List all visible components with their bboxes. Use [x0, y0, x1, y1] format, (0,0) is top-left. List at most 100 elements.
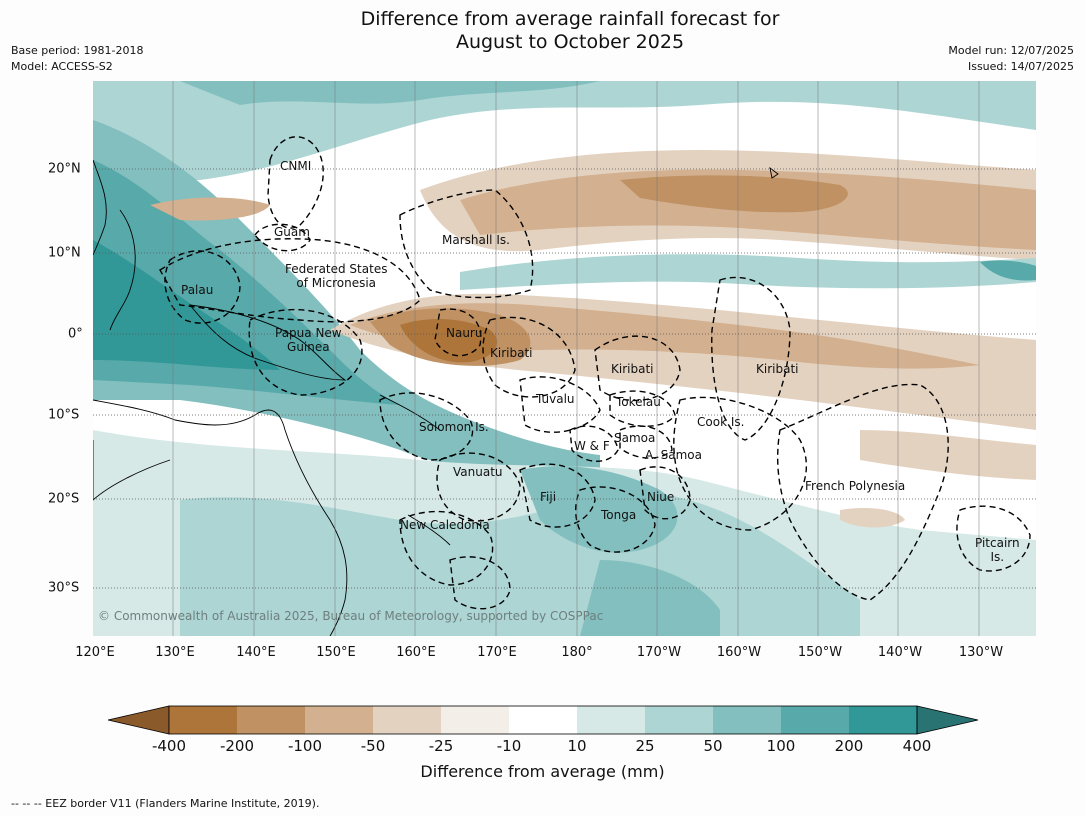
model-name: Model: ACCESS-S2	[11, 60, 113, 73]
colorbar-tick: -25	[428, 737, 454, 755]
colorbar-tick: 25	[635, 737, 655, 755]
region-label-french-polynesia: French Polynesia	[805, 479, 906, 493]
wet-south-core	[580, 560, 720, 636]
region-label-nauru: Nauru	[446, 326, 483, 340]
dry-south-east	[860, 430, 1036, 480]
lon-label: 160°W	[716, 645, 762, 660]
hawaii-coast	[769, 166, 779, 179]
colorbar-segment	[577, 706, 645, 734]
region-label-palau: Palau	[181, 283, 214, 297]
lon-label: 160°E	[396, 645, 436, 660]
colorbar	[107, 705, 979, 735]
region-label-tokelau: Tokelau	[616, 395, 661, 409]
region-label-guam: Guam	[274, 225, 310, 239]
eez-pitcairn	[956, 505, 1031, 572]
eez-kiribati-line	[711, 276, 791, 441]
region-label-marshall-islands: Marshall Is.	[442, 233, 510, 247]
copyright-notice: © Commonwealth of Australia 2025, Bureau…	[98, 609, 604, 623]
region-label-american-samoa: A. Samoa	[645, 448, 702, 462]
lat-label: 30°S	[48, 580, 80, 596]
lon-gridlines	[172, 81, 980, 636]
region-label-solomon-islands: Solomon Is.	[419, 420, 489, 434]
eez-palau	[164, 250, 241, 324]
new-guinea-coast	[188, 304, 347, 381]
eez-kiribati-gilbert	[482, 316, 576, 398]
colorbar-extend-high	[916, 705, 979, 735]
meta-right: Model run: 12/07/2025 Issued: 14/07/2025	[948, 43, 1074, 75]
colorbar-tick: 200	[834, 737, 864, 755]
region-label-kiribati-gilbert: Kiribati	[490, 346, 533, 360]
colorbar-segment	[781, 706, 849, 734]
region-label-kiribati-line: Kiribati	[756, 362, 799, 376]
base-period: Base period: 1981-2018	[11, 44, 144, 57]
eez-french-polynesia	[776, 383, 949, 601]
eez-nauru	[434, 308, 482, 357]
colorbar-segment	[441, 706, 509, 734]
wet-fiji-area	[520, 466, 678, 553]
region-label-pitcairn: Pitcairn Is.	[975, 536, 1020, 564]
colorbar-frame	[168, 705, 918, 735]
lon-label: 130°W	[958, 645, 1004, 660]
dry-south-patch	[840, 508, 905, 528]
model-run: Model run: 12/07/2025	[948, 44, 1074, 57]
colorbar-segment	[305, 706, 373, 734]
wet-west-core	[93, 240, 280, 370]
lon-label: 170°E	[477, 645, 517, 660]
lon-label: 130°E	[155, 645, 195, 660]
mindanao-coast	[109, 209, 136, 331]
lon-label: 170°W	[636, 645, 682, 660]
lon-label: 150°E	[316, 645, 356, 660]
colorbar-tick: -200	[219, 737, 255, 755]
region-label-cook-islands: Cook Is.	[697, 415, 745, 429]
colorbar-segment	[713, 706, 781, 734]
eez-marshall-islands	[399, 189, 534, 299]
colorbar-tick: 400	[902, 737, 932, 755]
eez-wallis-futuna	[569, 425, 619, 462]
colorbar-tick: -400	[151, 737, 187, 755]
colorbar-tick: -50	[360, 737, 386, 755]
eez-tuvalu	[519, 376, 601, 433]
colorbar-label: Difference from average (mm)	[420, 762, 665, 781]
lon-label: 120°E	[75, 645, 115, 660]
issued-date: Issued: 14/07/2025	[967, 60, 1074, 73]
dry-north-west	[150, 197, 270, 221]
eez-tonga	[574, 486, 656, 553]
lat-label: 10°S	[48, 407, 80, 423]
title-line-2: August to October 2025	[455, 31, 685, 53]
region-label-tuvalu: Tuvalu	[536, 392, 575, 406]
coastlines	[93, 159, 779, 636]
region-label-samoa: Samoa	[614, 431, 656, 445]
colorbar-tick: -100	[287, 737, 323, 755]
lon-label: 180°	[561, 645, 593, 660]
chart-title: Difference from average rainfall forecas…	[0, 8, 1085, 54]
meta-left: Base period: 1981-2018 Model: ACCESS-S2	[11, 43, 143, 75]
colorbar-tick: 50	[703, 737, 723, 755]
colorbar-segment	[645, 706, 713, 734]
region-label-papua-new-guinea: Papua New Guinea	[275, 326, 342, 354]
eez-papua-new-guinea	[248, 308, 363, 396]
colorbar-segment	[849, 706, 917, 734]
wet-itcz-strip	[460, 254, 1036, 290]
new-caledonia-coast	[407, 514, 451, 546]
eez-fiji	[519, 463, 596, 528]
eez-cook-islands	[673, 396, 807, 531]
colorbar-tick: -10	[496, 737, 522, 755]
lat-label: 0°	[68, 326, 83, 342]
eez-kiribati-phoenix	[594, 335, 681, 402]
dry-north-core	[620, 175, 848, 213]
region-label-wallis-futuna: W & F	[574, 439, 610, 453]
region-label-tonga: Tonga	[601, 508, 637, 522]
lon-label: 140°W	[877, 645, 923, 660]
colorbar-segment	[509, 706, 577, 734]
eez-cnmi	[267, 136, 324, 229]
colorbar-extend-low	[107, 705, 170, 735]
region-label-new-caledonia: New Caledonia	[400, 518, 490, 532]
title-line-1: Difference from average rainfall forecas…	[360, 8, 780, 30]
region-label-cnmi: CNMI	[280, 159, 312, 173]
eez-borders	[159, 136, 1031, 610]
lon-label: 150°W	[797, 645, 843, 660]
wet-north-core	[180, 81, 600, 105]
lat-label: 10°N	[48, 245, 81, 261]
colorbar-segment	[169, 706, 237, 734]
